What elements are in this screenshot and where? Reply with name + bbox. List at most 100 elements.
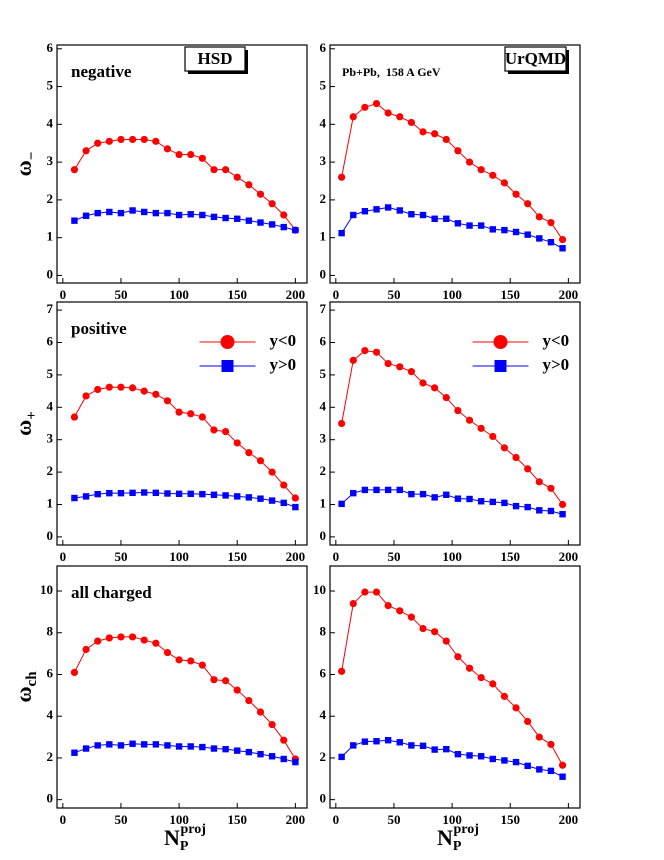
marker	[82, 745, 90, 752]
plot-frame	[329, 44, 581, 284]
series-line	[74, 138, 296, 231]
marker	[105, 634, 113, 642]
x-tick-label: 50	[114, 549, 127, 564]
marker	[257, 495, 264, 502]
marker	[384, 359, 392, 368]
legend-marker	[221, 360, 234, 372]
x-tick-label: 100	[169, 287, 189, 302]
y-tick-label: 6	[47, 665, 54, 680]
x-tick-label: 200	[286, 287, 306, 302]
marker	[524, 200, 532, 208]
legend-label: y>0	[543, 355, 570, 374]
marker	[338, 229, 345, 237]
marker	[536, 235, 543, 242]
y-tick-label: 4	[320, 115, 327, 130]
marker	[140, 135, 148, 144]
x-tick-label: 200	[286, 549, 306, 564]
x-axis-label-sup: proj	[180, 822, 205, 837]
x-tick-label: 0	[333, 812, 340, 827]
marker	[198, 661, 206, 669]
plot-frame	[56, 565, 308, 809]
marker	[245, 217, 253, 224]
series-line	[341, 206, 563, 249]
y-tick-label: 8	[320, 624, 327, 639]
marker	[350, 211, 357, 219]
y-tick-label: 6	[320, 333, 327, 348]
y-tick-label: 3	[47, 431, 54, 446]
marker	[349, 599, 357, 608]
marker	[71, 494, 78, 502]
y-tick-label: 1	[320, 229, 327, 244]
marker	[175, 743, 183, 750]
marker	[338, 667, 346, 675]
marker	[199, 211, 206, 219]
marker	[128, 633, 137, 641]
marker	[454, 220, 462, 227]
series-line	[341, 489, 563, 515]
marker	[175, 211, 183, 219]
marker	[128, 384, 137, 392]
marker	[501, 757, 508, 764]
marker	[408, 211, 415, 218]
marker	[477, 674, 485, 682]
series-line	[74, 386, 296, 499]
marker	[94, 209, 101, 217]
marker	[129, 489, 136, 497]
marker	[94, 742, 101, 749]
marker	[210, 491, 218, 498]
y-axis-label-main: ω	[11, 420, 36, 436]
marker	[268, 753, 276, 760]
x-tick-label: 100	[442, 812, 462, 827]
series-line	[341, 739, 563, 778]
marker	[70, 413, 79, 421]
marker	[512, 704, 520, 712]
marker	[361, 738, 369, 745]
y-tick-label: 6	[320, 40, 327, 55]
marker	[280, 481, 288, 489]
legend-marker	[493, 335, 508, 349]
y-tick-label: 6	[47, 333, 54, 348]
marker	[558, 500, 567, 509]
marker	[535, 213, 543, 221]
x-axis-label-sup: proj	[453, 822, 478, 837]
panel-label: all charged	[71, 583, 152, 602]
x-tick-label: 150	[227, 287, 247, 302]
x-tick-label: 200	[559, 287, 579, 302]
marker	[535, 733, 543, 741]
y-axis-label-sub: −	[24, 152, 40, 161]
marker	[245, 494, 253, 501]
marker	[419, 624, 427, 633]
marker	[152, 639, 160, 647]
marker	[338, 419, 346, 428]
marker	[105, 137, 113, 145]
marker	[234, 493, 241, 500]
marker	[477, 753, 485, 760]
plot-frame	[329, 301, 581, 546]
marker	[547, 218, 555, 227]
marker	[152, 390, 160, 398]
marker	[256, 190, 265, 198]
marker	[465, 416, 474, 424]
marker	[349, 113, 357, 121]
marker	[361, 103, 369, 111]
marker	[141, 741, 148, 748]
marker	[454, 653, 462, 661]
marker	[454, 750, 462, 758]
marker	[175, 150, 183, 159]
marker	[349, 356, 357, 364]
marker	[558, 761, 567, 769]
x-tick-label: 150	[500, 812, 520, 827]
marker	[141, 208, 148, 216]
y-tick-label: 0	[47, 791, 54, 806]
x-tick-label: 100	[442, 287, 462, 302]
marker	[187, 150, 195, 159]
x-axis-label: NPproj	[437, 822, 479, 854]
y-axis-label-sub: +	[24, 411, 40, 420]
marker	[233, 686, 241, 694]
marker	[524, 503, 531, 511]
marker	[222, 428, 230, 436]
x-tick-label: 50	[387, 549, 400, 564]
marker	[407, 368, 415, 376]
legend-label: y<0	[543, 331, 570, 350]
marker	[372, 588, 381, 596]
